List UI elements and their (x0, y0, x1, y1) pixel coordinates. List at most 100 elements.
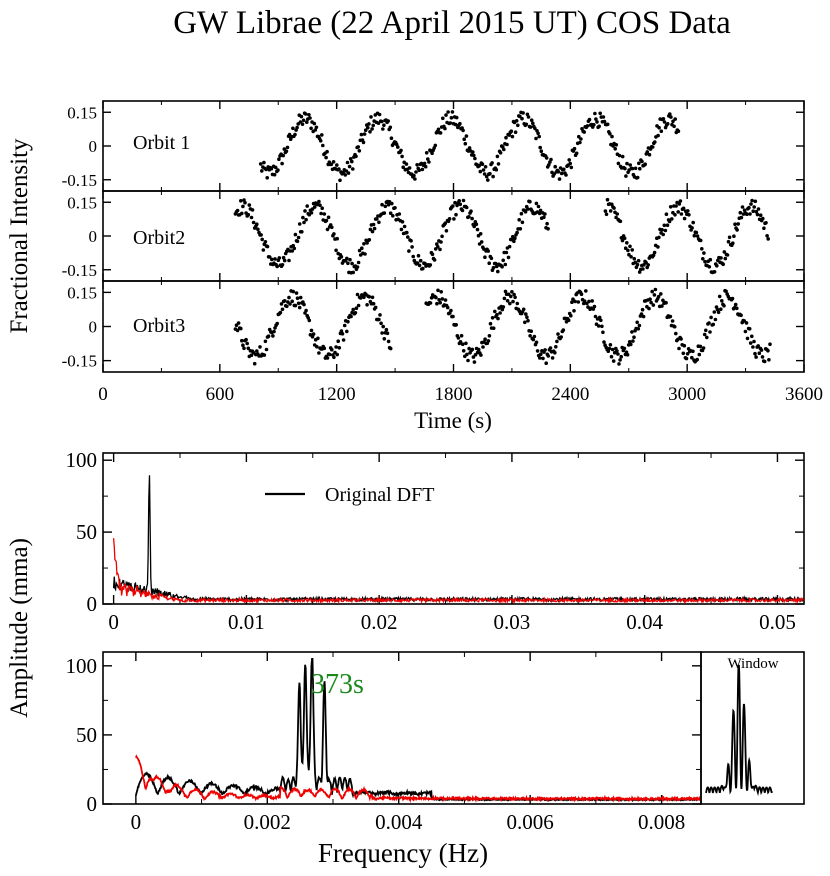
data-point (503, 262, 508, 267)
data-point (420, 167, 425, 172)
data-point (748, 341, 753, 345)
data-point (602, 340, 606, 344)
data-point (715, 264, 719, 268)
data-point (679, 212, 684, 216)
data-point (727, 235, 732, 240)
data-point (629, 254, 633, 259)
light-curve-points (233, 110, 772, 366)
data-point (380, 331, 384, 335)
data-point (417, 168, 422, 173)
data-point (477, 163, 482, 168)
y-tick-label: 0 (89, 137, 98, 156)
data-point (462, 137, 467, 141)
data-point (460, 342, 465, 347)
data-point (291, 126, 295, 131)
data-point (472, 224, 477, 229)
data-point (273, 326, 277, 330)
data-point (282, 258, 287, 263)
data-point (695, 234, 700, 238)
data-point (449, 116, 454, 120)
data-point (754, 355, 758, 359)
data-point (460, 208, 465, 213)
data-point (578, 140, 582, 145)
data-point (324, 155, 328, 160)
dft-full-frame (102, 452, 805, 605)
data-point (593, 111, 597, 116)
data-point (704, 328, 708, 333)
data-point (582, 299, 587, 304)
data-point (448, 121, 453, 125)
x-tick-label: 0.008 (638, 810, 685, 834)
data-point (461, 198, 466, 203)
light-curve-x-axis-label: Time (s) (414, 408, 492, 433)
data-point (545, 221, 549, 226)
data-point (386, 202, 391, 207)
orbit1-label: Orbit 1 (133, 132, 190, 154)
data-point (295, 296, 300, 301)
data-point (381, 127, 385, 131)
data-point (496, 316, 500, 321)
data-point (544, 156, 549, 160)
data-point (443, 298, 448, 302)
data-point (766, 237, 770, 241)
data-point (719, 307, 723, 312)
data-point (620, 238, 625, 243)
data-point (381, 324, 386, 329)
data-point (559, 335, 563, 339)
data-point (303, 112, 308, 116)
data-point (309, 211, 314, 215)
data-point (261, 248, 266, 252)
data-point (567, 158, 571, 162)
data-point (491, 265, 496, 270)
data-point (244, 337, 248, 342)
data-point (277, 256, 282, 260)
data-point (445, 305, 450, 310)
data-point (362, 295, 366, 300)
data-point (637, 161, 641, 166)
data-point (594, 117, 598, 121)
data-point (307, 318, 312, 323)
data-point (747, 205, 751, 210)
data-point (367, 238, 372, 242)
data-point (686, 209, 690, 213)
data-point (528, 125, 533, 129)
data-point (312, 121, 317, 126)
data-point (407, 249, 411, 253)
data-point (330, 225, 334, 230)
data-point (502, 296, 507, 301)
data-point (346, 171, 351, 175)
data-point (647, 152, 652, 157)
data-point (298, 295, 303, 300)
data-point (412, 173, 416, 178)
x-tick-label: 600 (206, 384, 235, 405)
dft-zoom-original-line (135, 658, 702, 803)
data-point (291, 243, 296, 248)
data-point (753, 351, 757, 356)
data-point (526, 115, 531, 119)
data-point (657, 125, 661, 130)
data-point (361, 140, 366, 145)
data-point (670, 217, 674, 221)
data-point (745, 336, 750, 341)
data-point (488, 171, 492, 176)
data-point (685, 352, 690, 356)
data-point (707, 321, 711, 325)
data-point (532, 334, 537, 339)
data-point (396, 145, 400, 149)
data-point (631, 339, 635, 343)
data-point (515, 230, 519, 235)
data-point (388, 125, 393, 130)
data-point (541, 356, 545, 361)
data-point (280, 307, 285, 312)
data-point (756, 344, 760, 348)
data-point (661, 298, 665, 303)
data-point (249, 353, 254, 358)
data-point (293, 232, 298, 237)
data-point (483, 337, 487, 342)
data-point (577, 134, 581, 139)
data-point (436, 288, 440, 293)
data-point (687, 213, 691, 217)
data-point (556, 332, 560, 336)
data-point (700, 247, 704, 251)
data-point (762, 359, 767, 364)
